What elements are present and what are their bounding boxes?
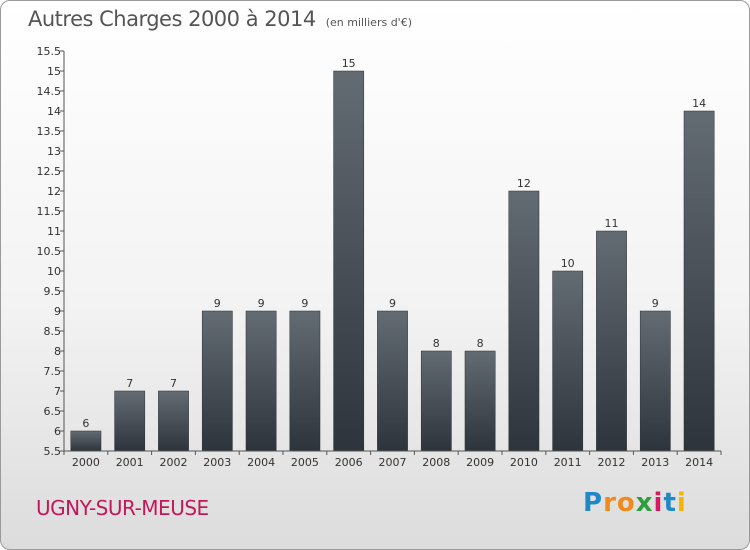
bar-2006	[333, 70, 365, 452]
bar-2009	[464, 350, 496, 452]
y-tick-label: 12.5	[37, 165, 62, 178]
bar-2004	[245, 310, 277, 452]
data-label-2014: 14	[692, 97, 706, 110]
y-tick-label: 11	[47, 225, 61, 238]
logo-letter: i	[653, 488, 664, 518]
y-tick-label: 10.5	[37, 245, 62, 258]
logo-letter: x	[635, 488, 654, 518]
y-tick-label: 12	[47, 185, 61, 198]
x-tick-label-2014: 2014	[685, 456, 713, 469]
y-tick-label: 8.5	[44, 325, 62, 338]
x-tick-label-2013: 2013	[641, 456, 669, 469]
logo-letter: o	[616, 488, 636, 518]
y-tick-label: 8	[54, 345, 61, 358]
x-tick-label-2000: 2000	[72, 456, 100, 469]
bar-2002	[158, 390, 189, 452]
data-label-2011: 10	[561, 257, 575, 270]
data-label-2004: 9	[258, 297, 265, 310]
bars: 6 7 7 9 9 9 15 9 8 8 12 10 11 9 14	[70, 57, 715, 452]
data-label-2007: 9	[389, 297, 396, 310]
bar-2000	[70, 430, 102, 452]
data-label-2008: 8	[433, 337, 440, 350]
chart-title: Autres Charges 2000 à 2014	[28, 7, 316, 31]
y-tick-label: 6	[54, 425, 61, 438]
data-label-2013: 9	[652, 297, 659, 310]
bar-2005	[289, 310, 321, 452]
data-label-2001: 7	[126, 377, 133, 390]
x-tick-label-2001: 2001	[116, 456, 144, 469]
x-tick-label-2009: 2009	[466, 456, 494, 469]
y-tick-label: 14.5	[37, 85, 62, 98]
x-tick-label-2010: 2010	[510, 456, 538, 469]
x-tick-label-2003: 2003	[203, 456, 231, 469]
y-tick-label: 11.5	[37, 205, 62, 218]
bar-2011	[552, 270, 584, 452]
data-label-2003: 9	[214, 297, 221, 310]
x-tick-label-2011: 2011	[554, 456, 582, 469]
data-label-2010: 12	[517, 177, 531, 190]
bar-2001	[114, 390, 146, 452]
y-tick-label: 15.5	[37, 45, 62, 58]
logo-letter: i	[676, 488, 687, 518]
proxiti-logo[interactable]: Proxiti	[583, 488, 687, 518]
bar-2012	[596, 230, 627, 452]
y-tick-label: 15	[47, 65, 61, 78]
data-label-2012: 11	[605, 217, 619, 230]
y-tick-label: 7.5	[44, 365, 62, 378]
town-name: UGNY-SUR-MEUSE	[36, 496, 209, 520]
title-row: Autres Charges 2000 à 2014 (en milliers d…	[28, 7, 412, 31]
x-tick-label-2005: 2005	[291, 456, 319, 469]
x-tick-label-2007: 2007	[379, 456, 407, 469]
bar-2007	[377, 310, 408, 452]
data-label-2000: 6	[82, 417, 89, 430]
bar-2003	[201, 310, 233, 452]
bar-2008	[420, 350, 452, 452]
data-label-2006: 15	[342, 57, 356, 70]
data-label-2005: 9	[301, 297, 308, 310]
y-tick-label: 7	[54, 385, 61, 398]
x-axis: 2000 2001 2002 2003 2004 2005 2006 2007 2008 2009…	[63, 450, 722, 469]
logo-letter: t	[663, 488, 677, 518]
y-tick-label: 10	[47, 265, 61, 278]
x-tick-label-2012: 2012	[598, 456, 626, 469]
chart-subtitle: (en milliers d'€)	[325, 16, 412, 29]
x-tick-label-2002: 2002	[160, 456, 188, 469]
logo-letter: r	[603, 488, 617, 518]
y-tick-label: 13	[47, 145, 61, 158]
y-tick-label: 6.5	[44, 405, 62, 418]
y-axis: 5.5 6 6.5 7 7.5 8 8.5 9 9.5 10 10.5 11 11.5 12 12.5 13 1…	[37, 45, 65, 458]
x-tick-label-2006: 2006	[335, 456, 363, 469]
y-tick-label: 5.5	[44, 445, 62, 458]
bar-2010	[508, 190, 540, 452]
bar-2014	[683, 110, 715, 452]
y-tick-label: 9	[54, 305, 61, 318]
data-label-2009: 8	[477, 337, 484, 350]
x-tick-label-2008: 2008	[422, 456, 450, 469]
bar-2013	[639, 310, 671, 452]
data-label-2002: 7	[170, 377, 177, 390]
y-tick-label: 13.5	[37, 125, 62, 138]
x-tick-label-2004: 2004	[247, 456, 275, 469]
logo-letter: P	[583, 488, 604, 518]
y-tick-label: 14	[47, 105, 61, 118]
y-tick-label: 9.5	[44, 285, 62, 298]
